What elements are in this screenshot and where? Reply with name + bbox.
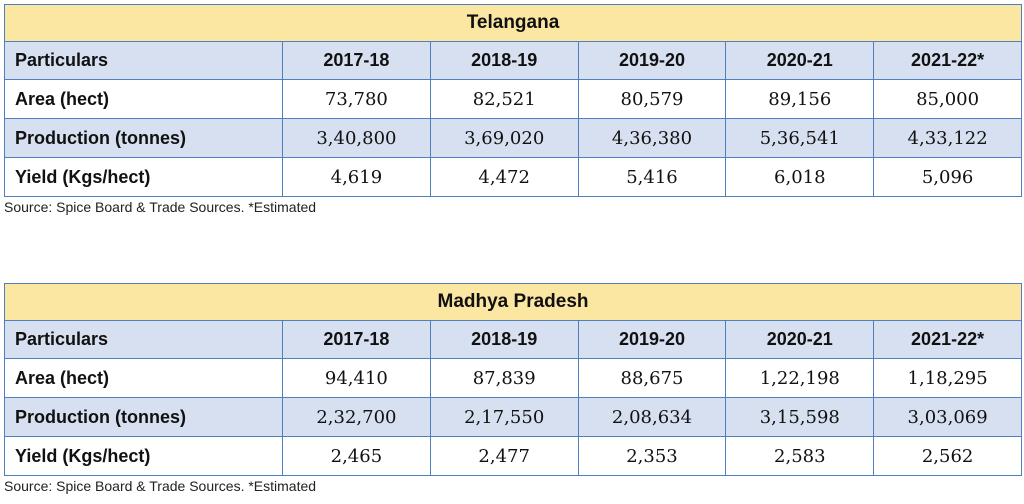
column-header: 2021-22* [873,41,1022,80]
table-cell: 1,18,295 [873,358,1022,398]
table-cell: 2,465 [282,436,431,476]
table-title: Telangana [4,4,1022,42]
header-row: Particulars 2017-18 2018-19 2019-20 2020… [4,41,1022,80]
column-header: 2020-21 [725,41,875,80]
table-cell: 3,69,020 [429,118,579,158]
row-label: Area (hect) [4,79,283,119]
table-cell: 3,40,800 [282,118,431,158]
table-cell: 73,780 [282,79,431,119]
madhya-pradesh-table-block: Madhya Pradesh Particulars 2017-18 2018-… [4,283,1022,494]
table-cell: 87,839 [429,358,579,398]
table-cell: 4,619 [282,157,431,197]
table-cell: 5,36,541 [725,118,875,158]
table-cell: 2,562 [873,436,1022,476]
column-header: 2020-21 [725,320,875,359]
table-cell: 2,583 [725,436,875,476]
table-cell: 88,675 [577,358,727,398]
source-note: Source: Spice Board & Trade Sources. *Es… [4,199,317,215]
table-cell: 2,477 [429,436,579,476]
table-cell: 2,17,550 [429,397,579,437]
row-label: Production (tonnes) [4,118,283,158]
table-row: Yield (Kgs/hect) 4,619 4,472 5,416 6,018… [4,157,1022,197]
column-header: 2019-20 [577,41,727,80]
row-label: Yield (Kgs/hect) [4,157,283,197]
table-cell: 6,018 [725,157,875,197]
telangana-table: Telangana Particulars 2017-18 2018-19 20… [4,4,1022,197]
table-title: Madhya Pradesh [4,283,1022,321]
table-cell: 2,32,700 [282,397,431,437]
table-cell: 4,33,122 [873,118,1022,158]
header-row: Particulars 2017-18 2018-19 2019-20 2020… [4,320,1022,359]
table-cell: 2,353 [577,436,727,476]
row-label: Production (tonnes) [4,397,283,437]
source-note: Source: Spice Board & Trade Sources. *Es… [4,478,317,494]
table-cell: 5,096 [873,157,1022,197]
column-header: 2017-18 [282,320,431,359]
column-header: 2017-18 [282,41,431,80]
table-row: Yield (Kgs/hect) 2,465 2,477 2,353 2,583… [4,436,1022,476]
table-cell: 80,579 [577,79,727,119]
column-header: 2018-19 [429,320,579,359]
table-cell: 3,15,598 [725,397,875,437]
table-cell: 3,03,069 [873,397,1022,437]
column-header: Particulars [4,41,283,80]
column-header: 2021-22* [873,320,1022,359]
table-row: Area (hect) 73,780 82,521 80,579 89,156 … [4,79,1022,119]
table-row: Production (tonnes) 3,40,800 3,69,020 4,… [4,118,1022,158]
table-cell: 1,22,198 [725,358,875,398]
column-header: Particulars [4,320,283,359]
row-label: Area (hect) [4,358,283,398]
madhya-pradesh-table: Madhya Pradesh Particulars 2017-18 2018-… [4,283,1022,476]
table-cell: 85,000 [873,79,1022,119]
table-row: Production (tonnes) 2,32,700 2,17,550 2,… [4,397,1022,437]
telangana-table-block: Telangana Particulars 2017-18 2018-19 20… [4,4,1022,215]
table-cell: 89,156 [725,79,875,119]
table-cell: 5,416 [577,157,727,197]
table-row: Area (hect) 94,410 87,839 88,675 1,22,19… [4,358,1022,398]
table-cell: 82,521 [429,79,579,119]
table-cell: 2,08,634 [577,397,727,437]
row-label: Yield (Kgs/hect) [4,436,283,476]
column-header: 2018-19 [429,41,579,80]
table-cell: 4,472 [429,157,579,197]
column-header: 2019-20 [577,320,727,359]
table-cell: 4,36,380 [577,118,727,158]
table-cell: 94,410 [282,358,431,398]
